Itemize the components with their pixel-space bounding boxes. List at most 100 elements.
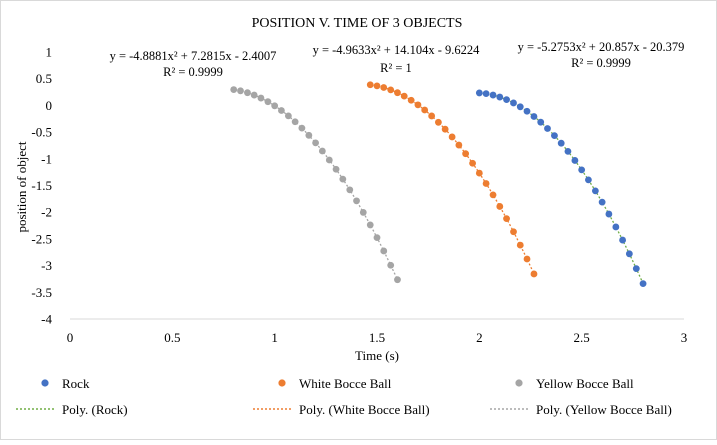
y-tick-label: 0.5	[36, 71, 52, 86]
data-point-series-1	[639, 280, 647, 288]
data-point-series-3	[250, 91, 258, 99]
data-point-series-1	[537, 118, 545, 126]
data-point-series-1	[510, 99, 517, 107]
x-tick-label: 2	[476, 330, 483, 345]
data-point-series-3	[271, 102, 279, 110]
data-point-series-2	[455, 141, 463, 149]
trend-equation: y = -4.9633x² + 14.104x - 9.6224	[313, 43, 481, 57]
data-point-series-2	[530, 270, 538, 278]
legend-marker	[278, 379, 286, 387]
data-point-series-1	[585, 176, 592, 184]
trend-r-squared: R² = 1	[380, 61, 412, 75]
data-point-series-2	[503, 215, 510, 223]
x-axis-title: Time (s)	[355, 348, 399, 363]
data-point-series-2	[435, 118, 442, 126]
y-tick-label: -1.5	[31, 178, 52, 193]
data-point-series-2	[489, 191, 497, 199]
data-point-series-3	[394, 276, 401, 284]
data-point-series-1	[530, 113, 538, 120]
data-point-series-1	[632, 265, 640, 273]
data-point-series-3	[284, 112, 292, 120]
y-axis: 1 0.5 0 -0.5 -1 -1.5 -2 -2.5 -3 -3.5 -4	[31, 45, 52, 327]
legend-trend-label: Poly. (White Bocce Ball)	[299, 402, 430, 417]
x-tick-label: 1.5	[369, 330, 385, 345]
trend-r-squared: R² = 0.9999	[163, 65, 223, 79]
data-point-series-2	[469, 159, 476, 167]
data-point-series-3	[312, 139, 319, 147]
data-point-series-2	[366, 81, 374, 89]
data-point-series-2	[407, 96, 415, 104]
legend-marker	[41, 379, 49, 387]
data-point-series-3	[298, 124, 306, 132]
data-point-series-2	[394, 89, 401, 97]
trend-equation: y = -5.2753x² + 20.857x - 20.379	[518, 40, 685, 54]
x-tick-label: 2.5	[574, 330, 590, 345]
data-point-series-2	[475, 169, 483, 177]
x-tick-label: 0	[67, 330, 74, 345]
data-point-series-2	[380, 84, 388, 91]
data-point-series-3	[291, 118, 299, 126]
data-point-series-3	[339, 175, 347, 183]
data-point-series-3	[353, 197, 360, 205]
data-point-series-2	[373, 82, 381, 90]
data-point-series-2	[428, 112, 436, 120]
data-point-series-3	[264, 98, 272, 106]
x-tick-label: 0.5	[164, 330, 180, 345]
data-point-series-1	[591, 187, 599, 195]
data-point-series-1	[605, 210, 613, 218]
legend-label: White Bocce Ball	[299, 376, 392, 391]
data-point-series-1	[619, 236, 626, 244]
equation-labels: y = -5.2753x² + 20.857x - 20.379 R² = 0.9…	[110, 40, 685, 79]
data-point-series-2	[462, 150, 470, 158]
data-point-series-1	[625, 250, 633, 258]
x-tick-label: 1	[271, 330, 278, 345]
data-point-series-1	[557, 139, 565, 147]
data-point-series-1	[571, 157, 579, 164]
data-point-series-1	[496, 93, 504, 101]
trend-r-squared: R² = 0.9999	[571, 56, 631, 70]
data-point-series-2	[448, 133, 456, 141]
legend: Rock Poly. (Rock) White Bocce Ball Poly. (W…	[16, 376, 672, 417]
data-point-series-3	[244, 89, 251, 97]
y-axis-title: position of object	[14, 141, 29, 232]
data-point-series-3	[278, 107, 285, 114]
data-point-series-2	[496, 203, 504, 210]
data-point-series-3	[237, 87, 244, 95]
data-point-series-3	[257, 94, 265, 102]
data-point-series-2	[387, 86, 395, 94]
y-tick-label: -0.5	[31, 125, 52, 140]
data-point-series-3	[373, 234, 381, 242]
y-tick-label: -2	[41, 205, 52, 220]
data-point-series-2	[421, 106, 429, 114]
data-point-series-3	[387, 261, 395, 269]
data-point-series-2	[441, 125, 449, 133]
data-point-series-2	[523, 255, 531, 263]
y-tick-label: -3	[41, 258, 52, 273]
legend-label: Rock	[62, 376, 90, 391]
chart-title: POSITION V. TIME OF 3 OBJECTS	[252, 16, 463, 31]
data-point-series-2	[400, 92, 408, 100]
data-point-series-2	[510, 228, 517, 236]
data-point-series-3	[325, 156, 333, 164]
data-point-series-1	[523, 107, 531, 115]
data-point-series-1	[489, 91, 497, 99]
y-tick-label: 0	[46, 98, 53, 113]
data-point-series-2	[516, 241, 524, 249]
y-tick-label: 1	[46, 45, 53, 60]
data-point-series-1	[551, 132, 558, 140]
data-point-series-1	[482, 90, 490, 98]
data-point-series-1	[564, 147, 572, 155]
y-tick-label: -3.5	[31, 285, 52, 300]
data-point-series-3	[366, 221, 374, 229]
legend-label: Yellow Bocce Ball	[536, 376, 634, 391]
data-point-series-1	[598, 198, 606, 206]
data-point-series-3	[332, 165, 340, 173]
legend-trend-label: Poly. (Yellow Bocce Ball)	[536, 402, 672, 417]
data-point-series-3	[305, 131, 313, 139]
data-point-series-2	[482, 180, 490, 187]
data-point-series-1	[503, 96, 510, 104]
x-tick-label: 3	[681, 330, 688, 345]
data-point-series-2	[414, 101, 422, 109]
